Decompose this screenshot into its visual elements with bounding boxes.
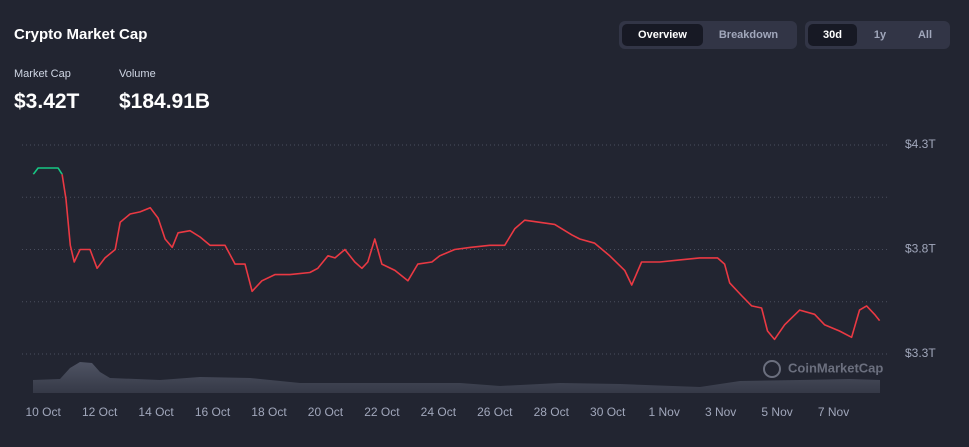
- watermark: CoinMarketCap: [788, 360, 883, 375]
- x-tick-label: 14 Oct: [138, 405, 174, 419]
- x-tick-label: 20 Oct: [308, 405, 344, 419]
- x-tick-label: 3 Nov: [705, 405, 736, 419]
- x-tick-label: 24 Oct: [421, 405, 457, 419]
- x-tick-label: 16 Oct: [195, 405, 231, 419]
- x-tick-label: 7 Nov: [818, 405, 849, 419]
- stat-label: Volume: [119, 68, 156, 80]
- range-group: 30d 1y All: [805, 21, 950, 49]
- y-tick-label: $3.3T: [905, 346, 936, 360]
- watermark-logo: [763, 360, 781, 378]
- tab[interactable]: All: [917, 29, 933, 41]
- stat-value: $3.42T: [14, 90, 80, 113]
- y-tick-label: $3.8T: [905, 242, 936, 256]
- x-tick-label: 28 Oct: [534, 405, 570, 419]
- stat-label: Market Cap: [14, 68, 71, 80]
- line: [32, 167, 63, 175]
- x-tick-label: 26 Oct: [477, 405, 513, 419]
- tab-group: Overview Breakdown: [619, 21, 797, 49]
- volume-area: [33, 362, 880, 393]
- x-tick-label: 1 Nov: [648, 405, 679, 419]
- x-tick-label: 10 Oct: [25, 405, 61, 419]
- tab[interactable]: Breakdown: [718, 29, 779, 41]
- title: Crypto Market Cap: [14, 26, 148, 43]
- x-tick-label: 30 Oct: [590, 405, 626, 419]
- line: [33, 174, 881, 341]
- x-tick-label: 18 Oct: [251, 405, 287, 419]
- y-tick-label: $4.3T: [905, 137, 936, 151]
- stat: Volume $184.91B: [119, 68, 210, 114]
- stat-value: $184.91B: [119, 90, 211, 113]
- tab[interactable]: Overview: [622, 24, 703, 46]
- tab[interactable]: 30d: [808, 24, 857, 46]
- stat: Market Cap $3.42T: [14, 68, 79, 114]
- x-tick-label: 5 Nov: [761, 405, 792, 419]
- x-tick-label: 22 Oct: [364, 405, 400, 419]
- x-tick-label: 12 Oct: [82, 405, 118, 419]
- tab[interactable]: 1y: [873, 29, 887, 41]
